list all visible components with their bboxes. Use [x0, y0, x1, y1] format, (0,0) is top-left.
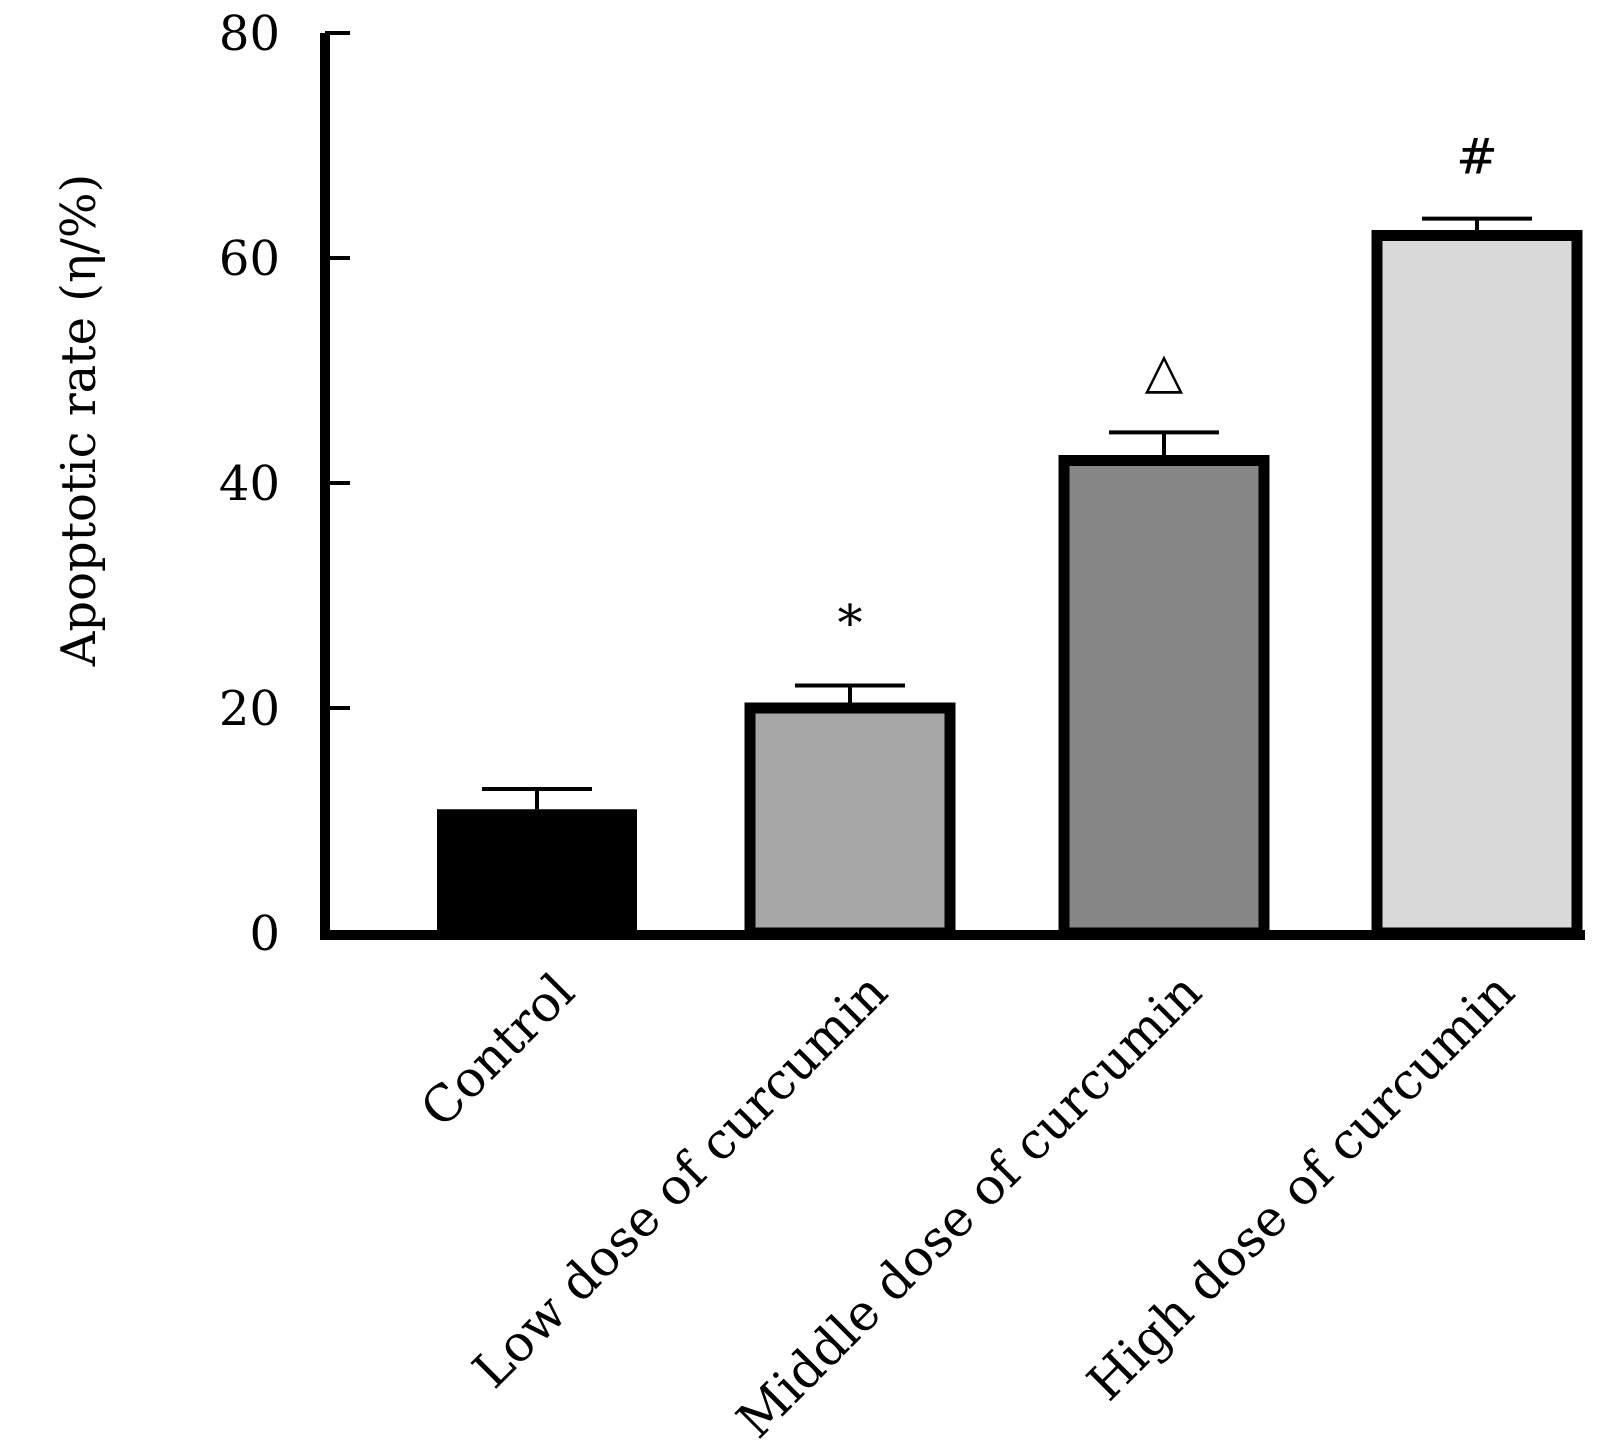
significance-marker: #	[1456, 128, 1498, 186]
significance-marker: *	[838, 595, 863, 653]
significance-marker: △	[1145, 341, 1184, 399]
y-axis-label: Apoptotic rate (η/%)	[51, 174, 107, 668]
x-category-label: Control	[410, 962, 586, 1138]
bars-group: * △ #	[437, 128, 1583, 939]
y-tick-label: 60	[219, 231, 280, 287]
y-tick-label: 40	[219, 456, 280, 512]
bar	[1371, 230, 1583, 939]
bar	[437, 809, 637, 933]
y-tick-label: 80	[219, 6, 280, 62]
y-tick-label: 0	[249, 906, 280, 962]
y-tick-label: 20	[219, 681, 280, 737]
bar	[1058, 455, 1270, 939]
bar	[744, 702, 956, 939]
y-axis: 0 20 40 60 80	[219, 6, 350, 962]
